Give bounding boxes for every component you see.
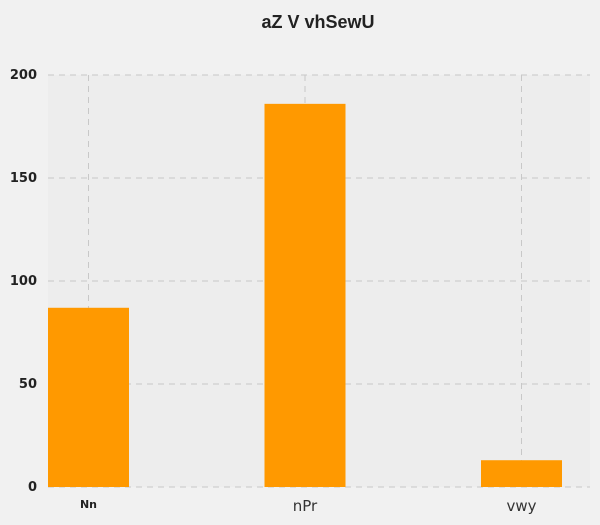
y-tick-label: 150 — [10, 171, 37, 186]
x-tick-label: Nn — [80, 498, 97, 511]
x-axis-ticks: Nn nPr vwy — [80, 497, 537, 515]
y-tick-label: 0 — [28, 480, 37, 495]
y-tick-label: 50 — [19, 377, 37, 392]
x-tick-label: nPr — [293, 497, 318, 515]
bar-nn — [48, 307, 129, 487]
y-tick-label: 100 — [10, 274, 37, 289]
chart-title: aZ V vhSewU — [261, 12, 374, 32]
x-tick-label: vwy — [506, 497, 536, 515]
y-tick-label: 200 — [10, 68, 37, 83]
bar-vwy — [481, 460, 562, 487]
bars — [48, 103, 562, 487]
bar-npr — [264, 103, 346, 487]
y-axis-ticks: 0 50 100 150 200 — [10, 68, 37, 495]
